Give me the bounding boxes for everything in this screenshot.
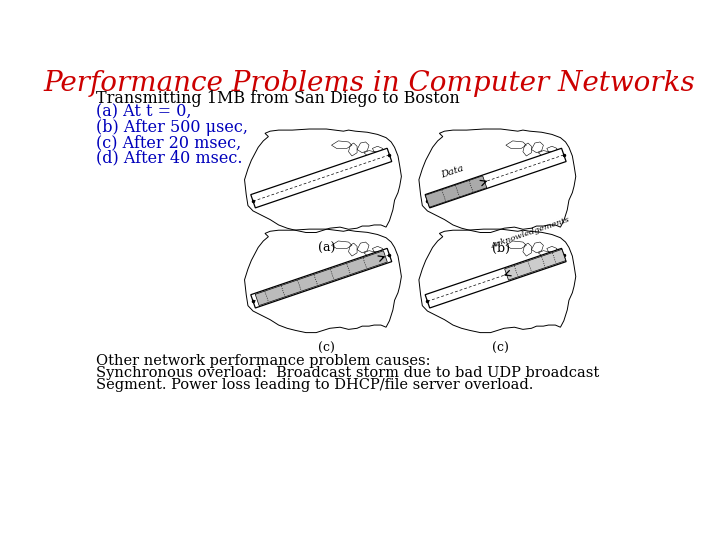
Text: Performance Problems in Computer Networks: Performance Problems in Computer Network…	[43, 70, 695, 97]
Text: Synchronous overload:  Broadcast storm due to bad UDP broadcast: Synchronous overload: Broadcast storm du…	[96, 366, 600, 380]
Polygon shape	[425, 148, 566, 208]
Text: (d) After 40 msec.: (d) After 40 msec.	[96, 150, 243, 166]
Text: Segment. Power loss leading to DHCP/file server overload.: Segment. Power loss leading to DHCP/file…	[96, 378, 534, 392]
Polygon shape	[251, 148, 392, 208]
Text: (c): (c)	[318, 342, 335, 355]
Text: (c): (c)	[492, 342, 509, 355]
Polygon shape	[425, 248, 566, 308]
Text: Acknowledgements: Acknowledgements	[490, 216, 571, 250]
Text: (c) After 20 msec,: (c) After 20 msec,	[96, 134, 241, 151]
Polygon shape	[505, 249, 566, 280]
Polygon shape	[426, 176, 487, 207]
Text: (b) After 500 μsec,: (b) After 500 μsec,	[96, 119, 248, 136]
Text: Other network performance problem causes:: Other network performance problem causes…	[96, 354, 431, 368]
Polygon shape	[251, 248, 392, 308]
Polygon shape	[255, 251, 387, 306]
Text: (a): (a)	[318, 242, 335, 255]
Text: (a) At t = 0,: (a) At t = 0,	[96, 103, 192, 120]
Text: (b): (b)	[492, 242, 510, 255]
Text: Transmitting 1MB from San Diego to Boston: Transmitting 1MB from San Diego to Bosto…	[96, 90, 460, 107]
Text: Data: Data	[439, 164, 464, 180]
